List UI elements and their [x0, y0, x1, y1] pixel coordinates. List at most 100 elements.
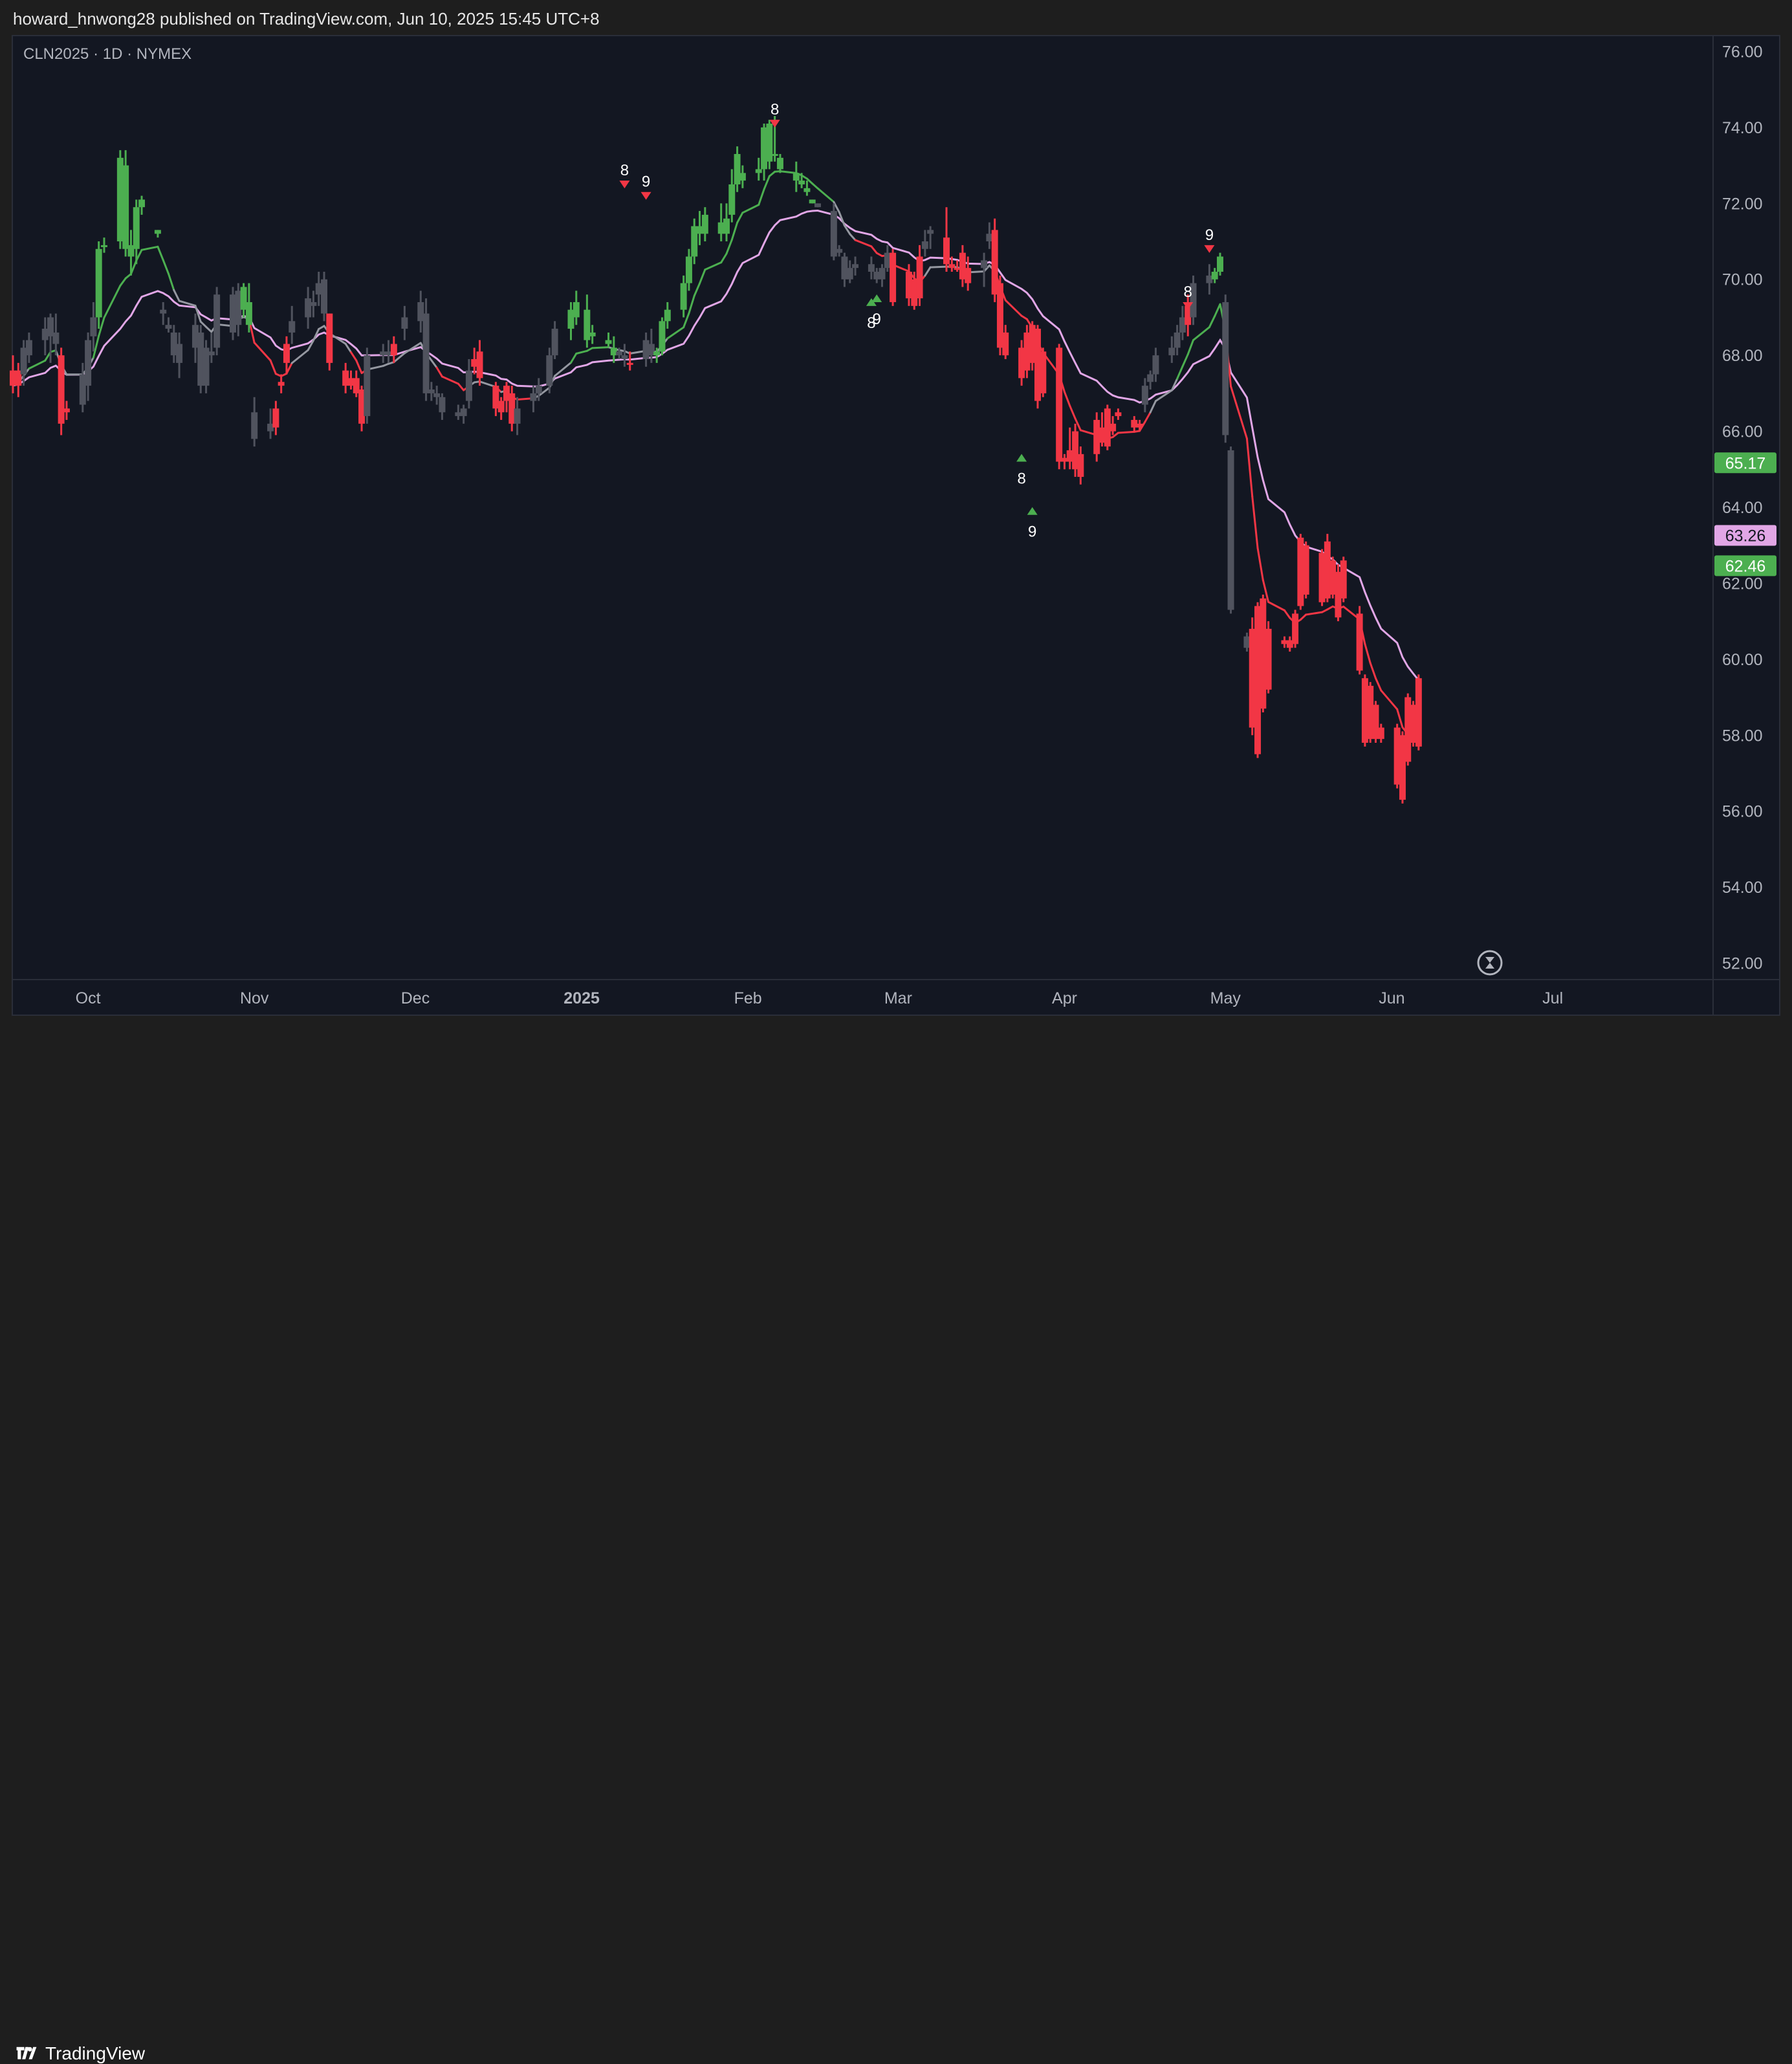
- candle[interactable]: [1228, 446, 1234, 613]
- candle[interactable]: [659, 317, 665, 355]
- candle-body: [391, 344, 397, 356]
- price-axis[interactable]: 76.0074.0072.0070.0068.0066.0064.0062.00…: [1722, 43, 1763, 972]
- candle[interactable]: [58, 347, 65, 435]
- candle[interactable]: [917, 245, 923, 306]
- candle[interactable]: [552, 321, 558, 359]
- candle-body: [321, 280, 327, 314]
- candle[interactable]: [809, 199, 816, 203]
- candle-body: [868, 264, 875, 272]
- candle-body: [433, 393, 440, 397]
- candle[interactable]: [439, 393, 445, 420]
- candle[interactable]: [890, 249, 896, 306]
- fast-ma-segment: [855, 240, 871, 247]
- candles[interactable]: [10, 116, 1422, 804]
- candle[interactable]: [155, 230, 161, 237]
- candle[interactable]: [627, 351, 633, 370]
- price-tick-label: 74.00: [1722, 119, 1763, 137]
- tradingview-brand[interactable]: TradingView: [13, 2043, 145, 2064]
- candle-body: [809, 199, 816, 203]
- candle-body: [621, 355, 628, 359]
- fast-ma-segment: [120, 278, 126, 285]
- candle-body: [1357, 613, 1363, 670]
- candle[interactable]: [1040, 347, 1046, 397]
- fast-ma-segment: [292, 350, 308, 363]
- candle[interactable]: [289, 306, 295, 344]
- candle[interactable]: [793, 162, 800, 192]
- price-tick-label: 58.00: [1722, 727, 1763, 745]
- fast-ma-segment: [1258, 548, 1263, 580]
- replay-hourglass-icon[interactable]: [1478, 951, 1502, 974]
- candle-body: [681, 283, 687, 310]
- candle-body: [616, 351, 622, 355]
- candle[interactable]: [364, 347, 370, 423]
- time-tick-label: Oct: [76, 989, 101, 1007]
- candle[interactable]: [1415, 674, 1422, 750]
- fast-ma-segment: [738, 213, 743, 223]
- candle[interactable]: [122, 150, 129, 256]
- fast-ma-segment: [1118, 432, 1134, 433]
- candle[interactable]: [203, 340, 210, 393]
- price-chart[interactable]: 76.0074.0072.0070.0068.0066.0064.0062.00…: [0, 0, 1792, 1061]
- signal-count: 8: [770, 101, 779, 118]
- candle[interactable]: [278, 375, 285, 393]
- symbol-label: CLN2025 · 1D · NYMEX: [23, 45, 191, 63]
- candle[interactable]: [477, 340, 483, 386]
- fast-ma-segment: [1209, 316, 1214, 327]
- candle[interactable]: [1056, 344, 1062, 470]
- candle[interactable]: [461, 404, 467, 423]
- candle[interactable]: [922, 230, 928, 256]
- down-triangle-icon: [641, 192, 651, 200]
- candle[interactable]: [1142, 378, 1148, 412]
- candle[interactable]: [1340, 556, 1347, 602]
- candle[interactable]: [1292, 610, 1298, 648]
- candle[interactable]: [423, 298, 430, 401]
- fast-ma-segment: [576, 351, 587, 353]
- price-tick-label: 54.00: [1722, 879, 1763, 897]
- candle-body: [1292, 613, 1298, 644]
- fast-ma-segment: [458, 384, 463, 390]
- fast-ma-segment: [1370, 663, 1375, 678]
- candle[interactable]: [401, 306, 408, 340]
- candle[interactable]: [1222, 294, 1229, 443]
- candle-body: [852, 264, 858, 268]
- signal-count: 9: [642, 173, 650, 191]
- candle-body: [364, 355, 370, 416]
- candle-body: [305, 298, 311, 317]
- candle-body: [627, 363, 633, 365]
- price-tag-value: 62.46: [1725, 557, 1766, 575]
- candle[interactable]: [1115, 408, 1121, 420]
- candle[interactable]: [213, 287, 220, 355]
- buy-signal-marker: 9: [871, 294, 882, 328]
- fast-ma-segment: [1070, 406, 1075, 419]
- candle[interactable]: [166, 317, 172, 332]
- candle[interactable]: [943, 207, 950, 272]
- candle[interactable]: [391, 336, 397, 363]
- candle[interactable]: [305, 287, 311, 329]
- candle[interactable]: [702, 207, 708, 241]
- candle-body: [1115, 412, 1121, 416]
- footer-bar: TradingView: [0, 1016, 1792, 1061]
- candle[interactable]: [326, 314, 333, 371]
- fast-ma-segment: [104, 286, 120, 318]
- candle-body: [213, 294, 220, 347]
- candle-body: [756, 169, 762, 173]
- candle[interactable]: [160, 302, 166, 325]
- candle[interactable]: [606, 333, 612, 347]
- candle[interactable]: [1265, 621, 1272, 694]
- candle-body: [777, 158, 783, 170]
- candle[interactable]: [96, 241, 102, 329]
- fast-moving-average-line: [13, 171, 1419, 738]
- candle[interactable]: [584, 294, 590, 347]
- candle[interactable]: [777, 154, 783, 173]
- candle[interactable]: [251, 397, 257, 446]
- candle[interactable]: [1357, 606, 1363, 675]
- candle-body: [1228, 450, 1234, 610]
- fast-ma-segment: [780, 171, 796, 173]
- candle[interactable]: [1303, 542, 1309, 598]
- candle-body: [85, 340, 91, 386]
- candle-body: [52, 333, 59, 344]
- candle[interactable]: [814, 203, 821, 207]
- candle-body: [439, 397, 445, 412]
